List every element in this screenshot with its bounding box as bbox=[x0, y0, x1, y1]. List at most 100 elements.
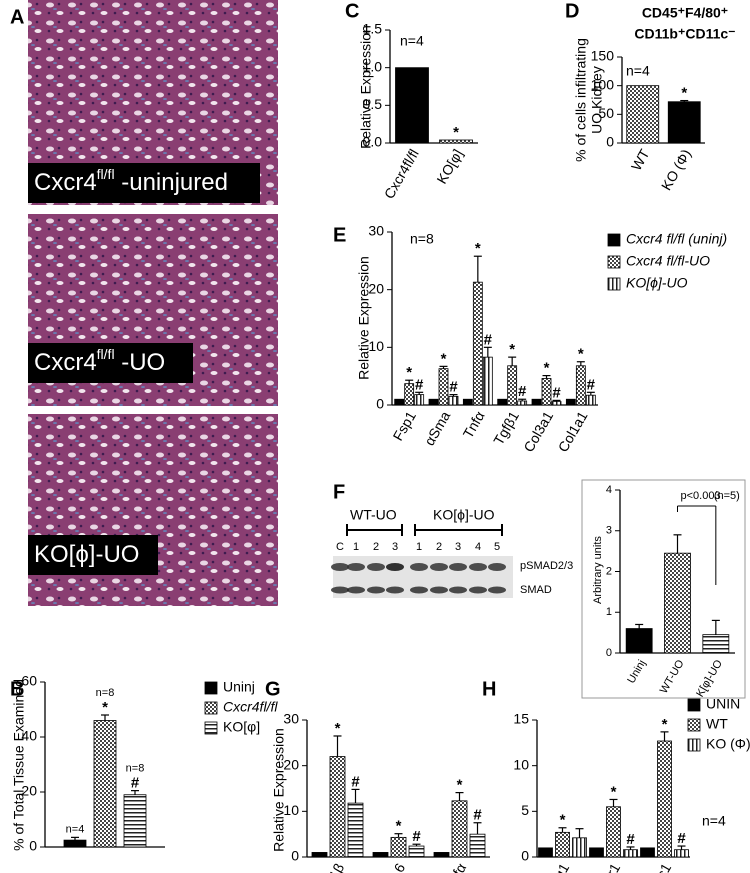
blot-band bbox=[331, 586, 349, 594]
bar bbox=[448, 395, 459, 406]
significance-mark: * bbox=[396, 818, 402, 835]
blot-band bbox=[347, 586, 365, 594]
bar bbox=[640, 847, 655, 858]
y-tick-label: 10 bbox=[283, 802, 299, 818]
significance-mark: # bbox=[473, 807, 482, 824]
bar bbox=[531, 398, 542, 406]
panel-label: E bbox=[333, 224, 346, 246]
lane-label: 1 bbox=[353, 541, 359, 553]
bar bbox=[507, 365, 518, 406]
legend-swatch bbox=[607, 233, 621, 247]
bar bbox=[469, 833, 486, 858]
row-label: SMAD bbox=[520, 584, 552, 596]
bar bbox=[657, 740, 672, 858]
x-tick-label: KO (Φ) bbox=[658, 146, 694, 193]
blot-band bbox=[386, 563, 404, 571]
bar bbox=[93, 720, 117, 848]
blot-band bbox=[449, 586, 467, 594]
x-tick-label: Uninj bbox=[625, 658, 648, 686]
n-label: (n=5) bbox=[714, 490, 740, 502]
label-rest: -UO bbox=[115, 349, 166, 376]
y-axis-label: % of cells infiltrating bbox=[573, 38, 589, 162]
bar bbox=[390, 836, 407, 858]
legend-swatch bbox=[607, 255, 621, 269]
y-tick-label: 0 bbox=[521, 848, 529, 864]
y-tick-label: 20 bbox=[21, 783, 37, 799]
x-tick-label: Col1a1 bbox=[555, 408, 591, 455]
significance-mark: # bbox=[484, 331, 493, 348]
legend-label: Cxcr4fl/fl bbox=[223, 699, 278, 715]
x-tick-label: αSma bbox=[421, 408, 453, 448]
legend-label: Cxcr4 fl/fl (uninj) bbox=[626, 231, 727, 247]
y-tick-label: 40 bbox=[21, 728, 37, 744]
significance-mark: * bbox=[406, 364, 412, 381]
legend-label: UNIN bbox=[706, 696, 740, 712]
legend-swatch bbox=[204, 721, 218, 735]
bar bbox=[462, 398, 473, 406]
bar bbox=[439, 139, 473, 144]
panel-label: G bbox=[265, 678, 281, 700]
bar bbox=[541, 378, 552, 406]
image-label: KO[ϕ]-UO bbox=[34, 541, 139, 568]
bar bbox=[702, 634, 730, 654]
bar bbox=[394, 398, 405, 406]
significance-mark: * bbox=[102, 699, 108, 716]
lane-label: 3 bbox=[392, 541, 398, 553]
bar bbox=[372, 852, 389, 858]
bar bbox=[408, 845, 425, 858]
lane-label: 4 bbox=[475, 541, 481, 553]
x-tick-label: Arg1 bbox=[544, 860, 573, 873]
y-tick-label: 150 bbox=[591, 48, 615, 64]
bar bbox=[623, 849, 638, 858]
significance-mark: * bbox=[509, 341, 515, 358]
y-tick-label: 15 bbox=[513, 711, 529, 727]
label-box bbox=[28, 343, 193, 383]
y-tick-label: 50 bbox=[598, 105, 614, 121]
panel-label: A bbox=[10, 6, 24, 28]
label-text: Cxcr4 bbox=[34, 349, 97, 376]
legend-label: KO (Φ) bbox=[706, 736, 750, 752]
bar bbox=[664, 552, 691, 654]
lane-label: 5 bbox=[494, 541, 500, 553]
y-tick-label: 30 bbox=[368, 223, 384, 239]
bar bbox=[517, 400, 528, 406]
lane-label: 2 bbox=[436, 541, 442, 553]
y-tick-label: 30 bbox=[283, 711, 299, 727]
histology-image bbox=[28, 414, 278, 606]
significance-mark: * bbox=[475, 240, 481, 257]
bar bbox=[404, 383, 415, 406]
bar bbox=[451, 800, 468, 858]
label-box bbox=[28, 535, 158, 575]
x-tick-label: Col3a1 bbox=[520, 408, 556, 455]
panel-label: H bbox=[482, 678, 496, 700]
row-label: pSMAD2/3 bbox=[520, 560, 573, 572]
bar bbox=[497, 398, 508, 406]
significance-mark: # bbox=[677, 830, 686, 847]
y-axis-label: Relative Expression bbox=[271, 728, 287, 852]
blot-band bbox=[331, 563, 349, 571]
n-label: n=4 bbox=[400, 33, 424, 49]
significance-mark: # bbox=[626, 831, 635, 848]
x-tick-label: IL6 bbox=[385, 860, 409, 873]
bar bbox=[625, 628, 653, 654]
bar bbox=[347, 802, 364, 858]
y-tick-label: 10 bbox=[368, 338, 384, 354]
n-label: n=4 bbox=[626, 63, 650, 79]
y-tick-label: 10 bbox=[513, 756, 529, 772]
x-tick-label: Mrc1 bbox=[645, 860, 675, 873]
significance-mark: * bbox=[441, 350, 447, 367]
bar bbox=[123, 794, 147, 848]
x-tick-label: IL1β bbox=[320, 860, 348, 873]
bar bbox=[626, 85, 660, 144]
significance-mark: # bbox=[351, 773, 360, 790]
bar bbox=[667, 101, 701, 144]
n-label: n=4 bbox=[702, 813, 726, 829]
significance-mark: * bbox=[560, 812, 566, 829]
lane-label: 2 bbox=[373, 541, 379, 553]
blot-band bbox=[386, 586, 404, 594]
panel-label: B bbox=[10, 678, 24, 700]
blot-band bbox=[367, 563, 385, 571]
blot-band bbox=[488, 563, 506, 571]
y-tick-label: 0.0 bbox=[363, 134, 383, 150]
western-blot: F WT-UO KO[ϕ]-UO pSMAD2/3 SMAD bbox=[333, 481, 573, 598]
